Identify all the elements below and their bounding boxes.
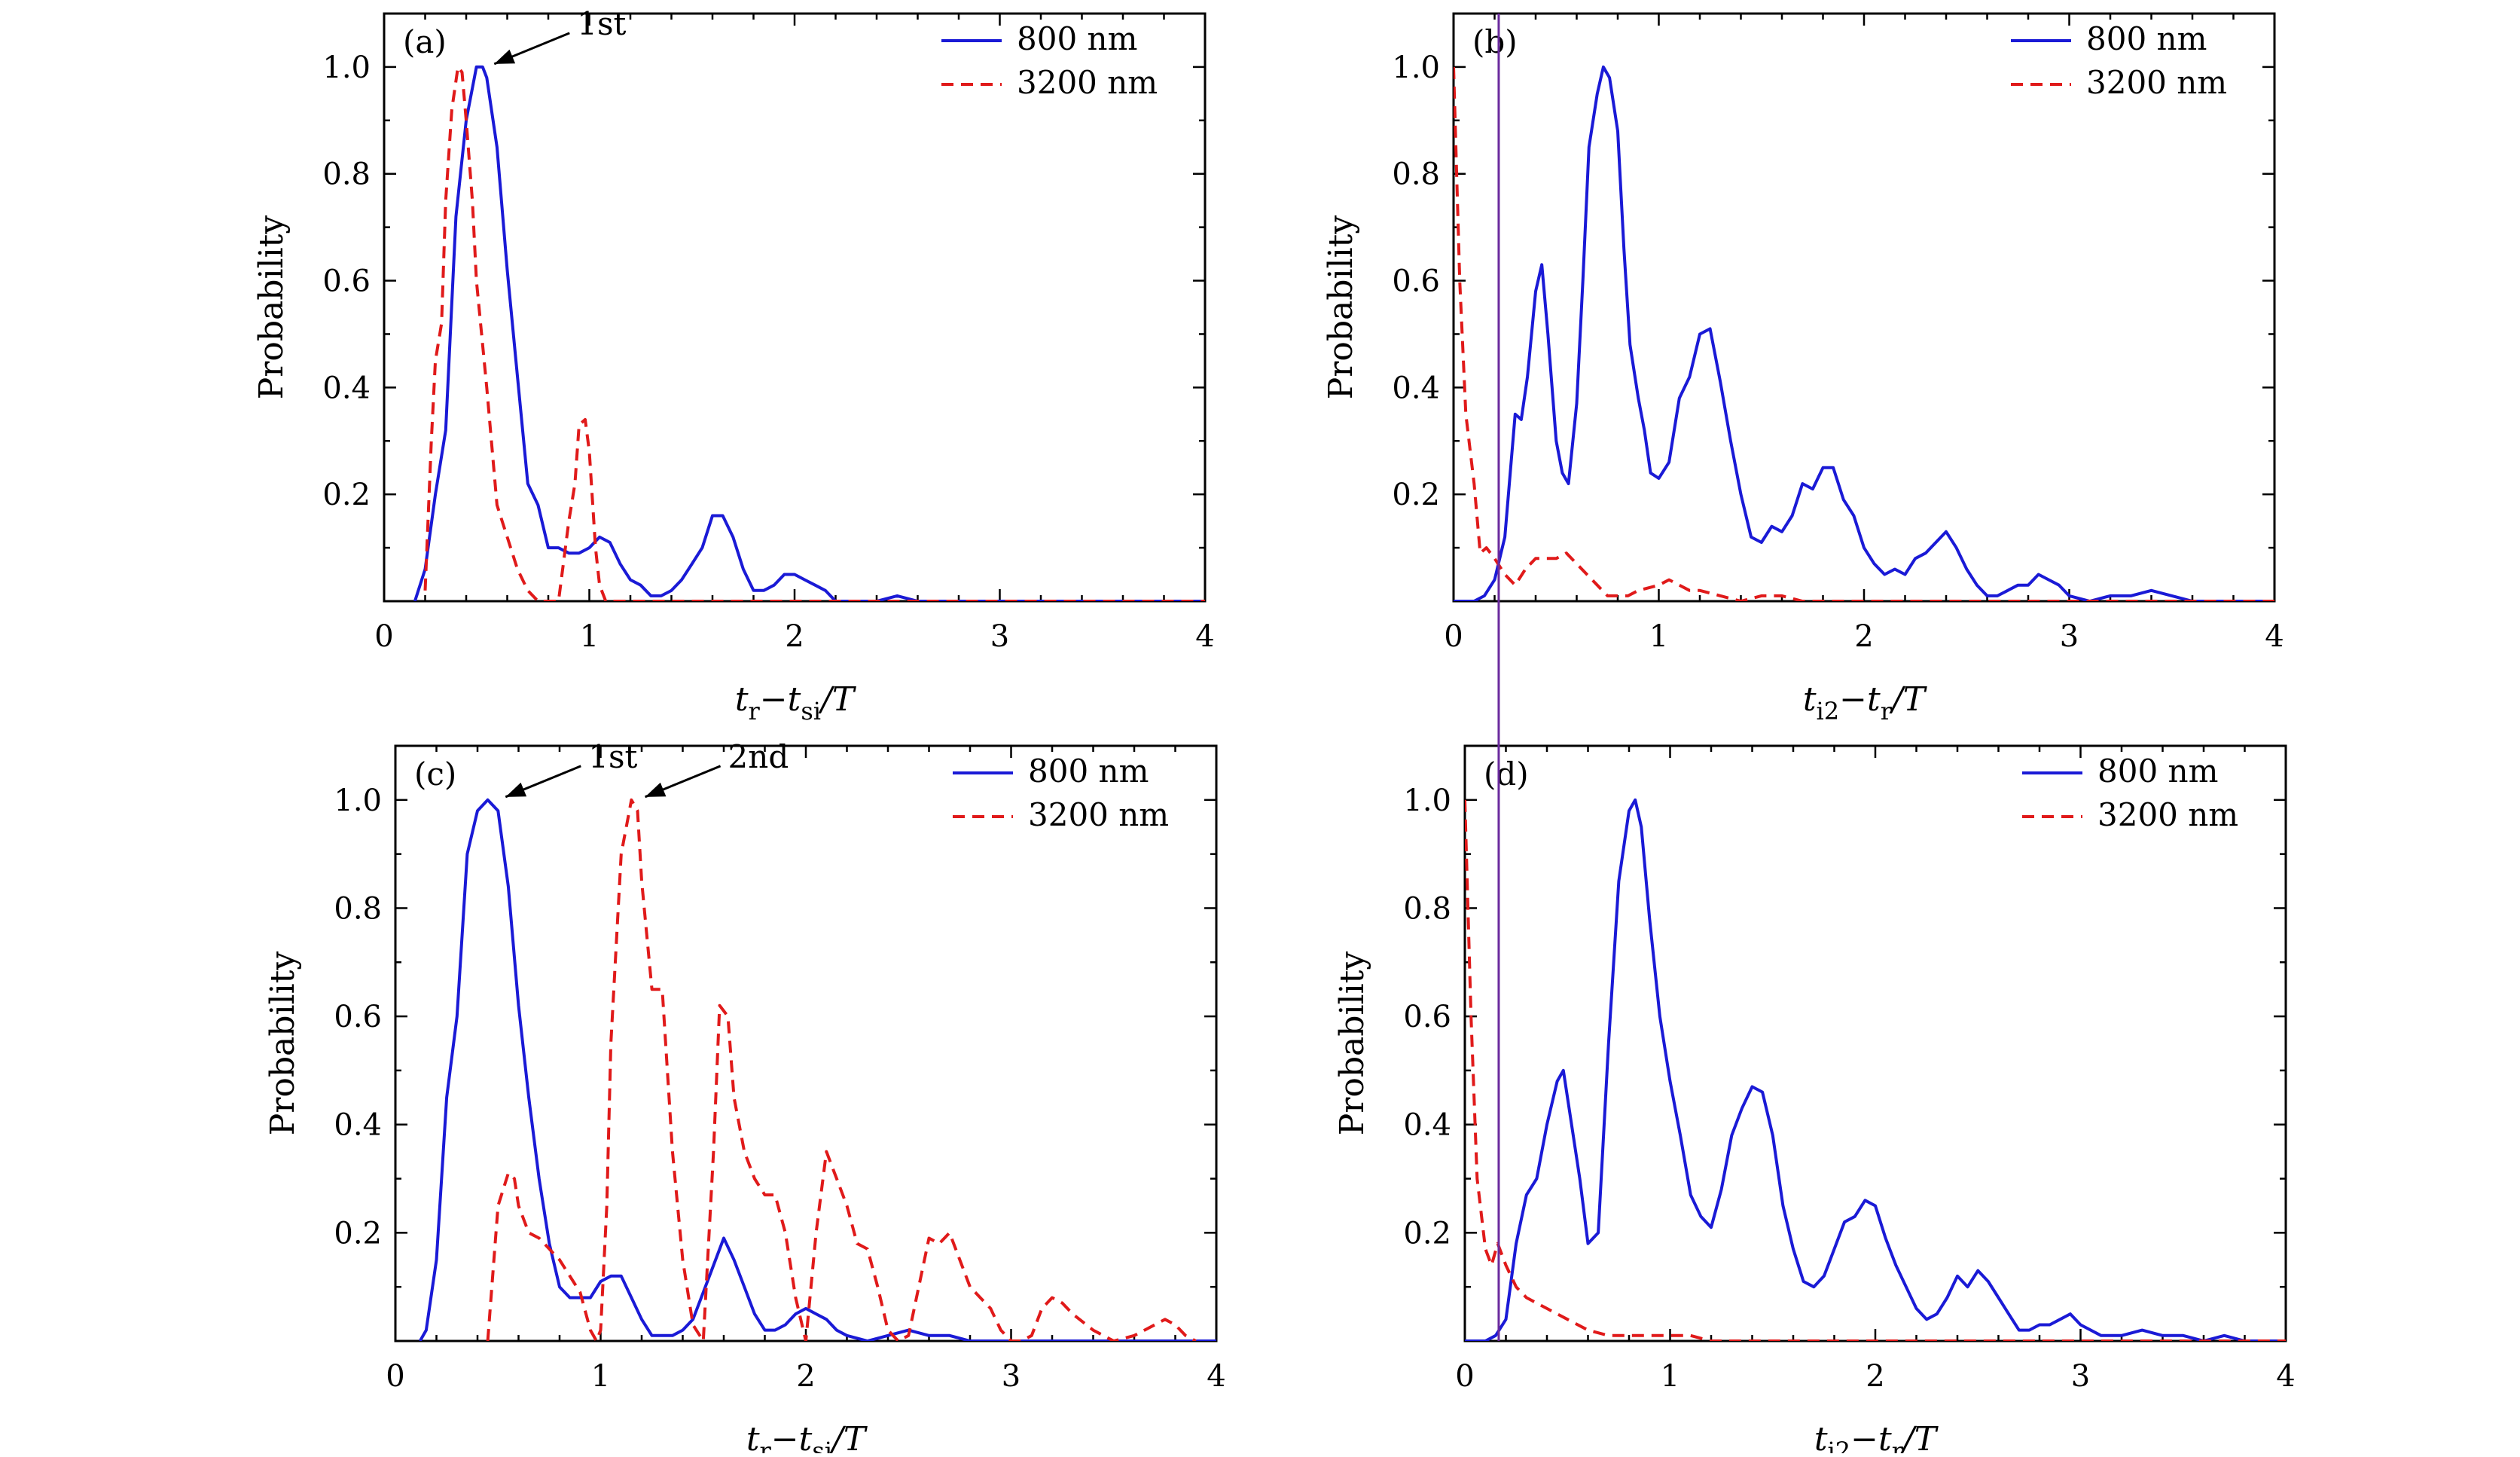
plot-frame: [1463, 744, 2287, 1342]
chart-panel-1: 0 1 2 3 4 0.2 0.4 0.6 0.8 1.0 Probability tr−tsi/T (…: [252, 5, 1215, 725]
annotation-label: 2nd: [728, 738, 789, 775]
y-axis-label: Probability: [264, 951, 302, 1136]
y-axis-label: Probability: [252, 215, 291, 400]
y-tick-label: 0.8: [322, 157, 371, 192]
chart-panel-3: 0 1 2 3 4 0.2 0.4 0.6 0.8 1.0 Probability tr−tsi/T (…: [264, 738, 1226, 1457]
y-tick-label: 0.2: [334, 1216, 382, 1251]
y-tick-label: 0.4: [1392, 371, 1440, 405]
panel-label: (a): [403, 23, 447, 60]
x-tick-label: 0: [386, 1359, 404, 1394]
panel-label: (c): [414, 756, 456, 793]
annotation-label: 1st: [577, 5, 626, 42]
annotation-label: 1st: [588, 738, 637, 775]
y-tick-label: 0.2: [1403, 1216, 1451, 1251]
y-tick-label: 0.6: [1392, 264, 1440, 299]
y-tick-label: 0.6: [322, 264, 371, 299]
y-axis-label: Probability: [1333, 951, 1371, 1136]
y-tick-label: 0.2: [322, 478, 371, 512]
legend-entry: 3200 nm: [1017, 64, 1158, 101]
y-tick-label: 0.6: [334, 1000, 382, 1034]
series-line-3200nm: [1465, 799, 2286, 1341]
chart-panel-2: 0 1 2 3 4 0.2 0.4 0.6 0.8 1.0 Probability ti2−tr/T (…: [1322, 12, 2284, 725]
series-line-3200nm: [1454, 66, 2274, 601]
x-tick-label: 3: [2060, 619, 2079, 654]
x-tick-label: 1: [1649, 619, 1668, 654]
x-axis-label: ti2−tr/T: [1814, 1420, 1939, 1453]
legend-entry: 3200 nm: [2097, 796, 2238, 833]
panel-label: (b): [1472, 23, 1518, 60]
series-line-800nm: [1465, 798, 2286, 1341]
legend-entry: 800 nm: [2086, 20, 2207, 57]
y-axis-label: Probability: [1322, 215, 1360, 400]
plot-frame: [1452, 12, 2276, 603]
y-tick-label: 1.0: [334, 783, 382, 818]
x-tick-label: 0: [1455, 1359, 1474, 1394]
legend-entry: 3200 nm: [1028, 796, 1169, 833]
x-tick-label: 4: [1195, 619, 1214, 654]
y-tick-label: 1.0: [322, 50, 371, 85]
y-tick-label: 0.8: [1392, 157, 1440, 192]
x-tick-label: 0: [1444, 619, 1463, 654]
x-tick-label: 2: [1866, 1359, 1884, 1394]
x-tick-label: 1: [591, 1359, 610, 1394]
chart-panel-4: 0 1 2 3 4 0.2 0.4 0.6 0.8 1.0 Probability ti2−tr/T (…: [1333, 744, 2296, 1457]
x-tick-label: 4: [1207, 1359, 1225, 1394]
x-tick-label: 1: [580, 619, 599, 654]
y-tick-label: 0.8: [1403, 891, 1451, 926]
y-tick-label: 1.0: [1403, 783, 1451, 818]
legend-entry: 800 nm: [1028, 753, 1149, 790]
panel-label: (d): [1484, 756, 1529, 793]
annotation-arrowhead: [505, 782, 527, 797]
y-tick-label: 0.2: [1392, 478, 1440, 512]
x-axis-label: ti2−tr/T: [1803, 680, 1928, 725]
legend-entry: 800 nm: [1017, 20, 1137, 57]
x-tick-label: 0: [374, 619, 393, 654]
legend-entry: 3200 nm: [2086, 64, 2227, 101]
legend-entry: 800 nm: [2097, 753, 2218, 790]
plot-frame: [394, 744, 1218, 1342]
x-tick-label: 2: [785, 619, 804, 654]
x-tick-label: 2: [1854, 619, 1873, 654]
y-tick-label: 0.4: [1403, 1108, 1451, 1143]
y-tick-label: 0.4: [322, 371, 371, 405]
x-axis-label: tr−tsi/T: [735, 680, 857, 725]
x-tick-label: 1: [1661, 1359, 1679, 1394]
x-tick-label: 3: [2071, 1359, 2090, 1394]
annotation-arrowhead: [645, 782, 667, 797]
plot-frame: [383, 12, 1207, 603]
x-tick-label: 2: [796, 1359, 815, 1394]
y-tick-label: 1.0: [1392, 50, 1440, 85]
y-tick-label: 0.4: [334, 1108, 382, 1143]
x-tick-label: 4: [2265, 619, 2284, 654]
y-tick-label: 0.8: [334, 891, 382, 926]
annotation-arrowhead: [494, 49, 516, 64]
y-tick-label: 0.6: [1403, 1000, 1451, 1034]
series-line-800nm: [413, 65, 1205, 601]
x-tick-label: 3: [1002, 1359, 1021, 1394]
series-line-3200nm: [486, 798, 1197, 1341]
series-line-800nm: [418, 798, 1216, 1341]
x-tick-label: 3: [990, 619, 1009, 654]
series-line-800nm: [1454, 65, 2274, 601]
x-tick-label: 4: [2276, 1359, 2295, 1394]
x-axis-label: tr−tsi/T: [746, 1420, 868, 1453]
